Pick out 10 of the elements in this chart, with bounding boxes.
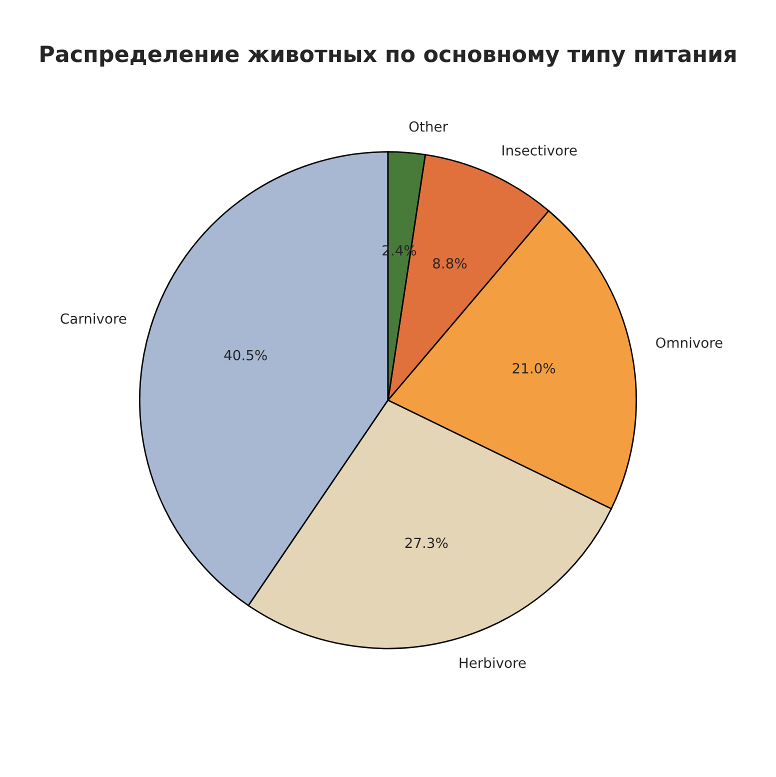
data-label: 8.8% xyxy=(433,258,467,269)
slice-label: Omnivore xyxy=(656,337,722,348)
chart-title: Распределение животных по основному типу питания xyxy=(40,46,736,67)
slice-label: Other xyxy=(409,121,448,132)
slice-label: Herbivore xyxy=(460,657,526,668)
data-label: 21.0% xyxy=(512,363,556,374)
slice-label: Insectivore xyxy=(502,144,577,156)
slice-label: Carnivore xyxy=(60,313,126,324)
data-label: 40.5% xyxy=(224,350,267,360)
data-label: 27.3% xyxy=(405,538,448,548)
